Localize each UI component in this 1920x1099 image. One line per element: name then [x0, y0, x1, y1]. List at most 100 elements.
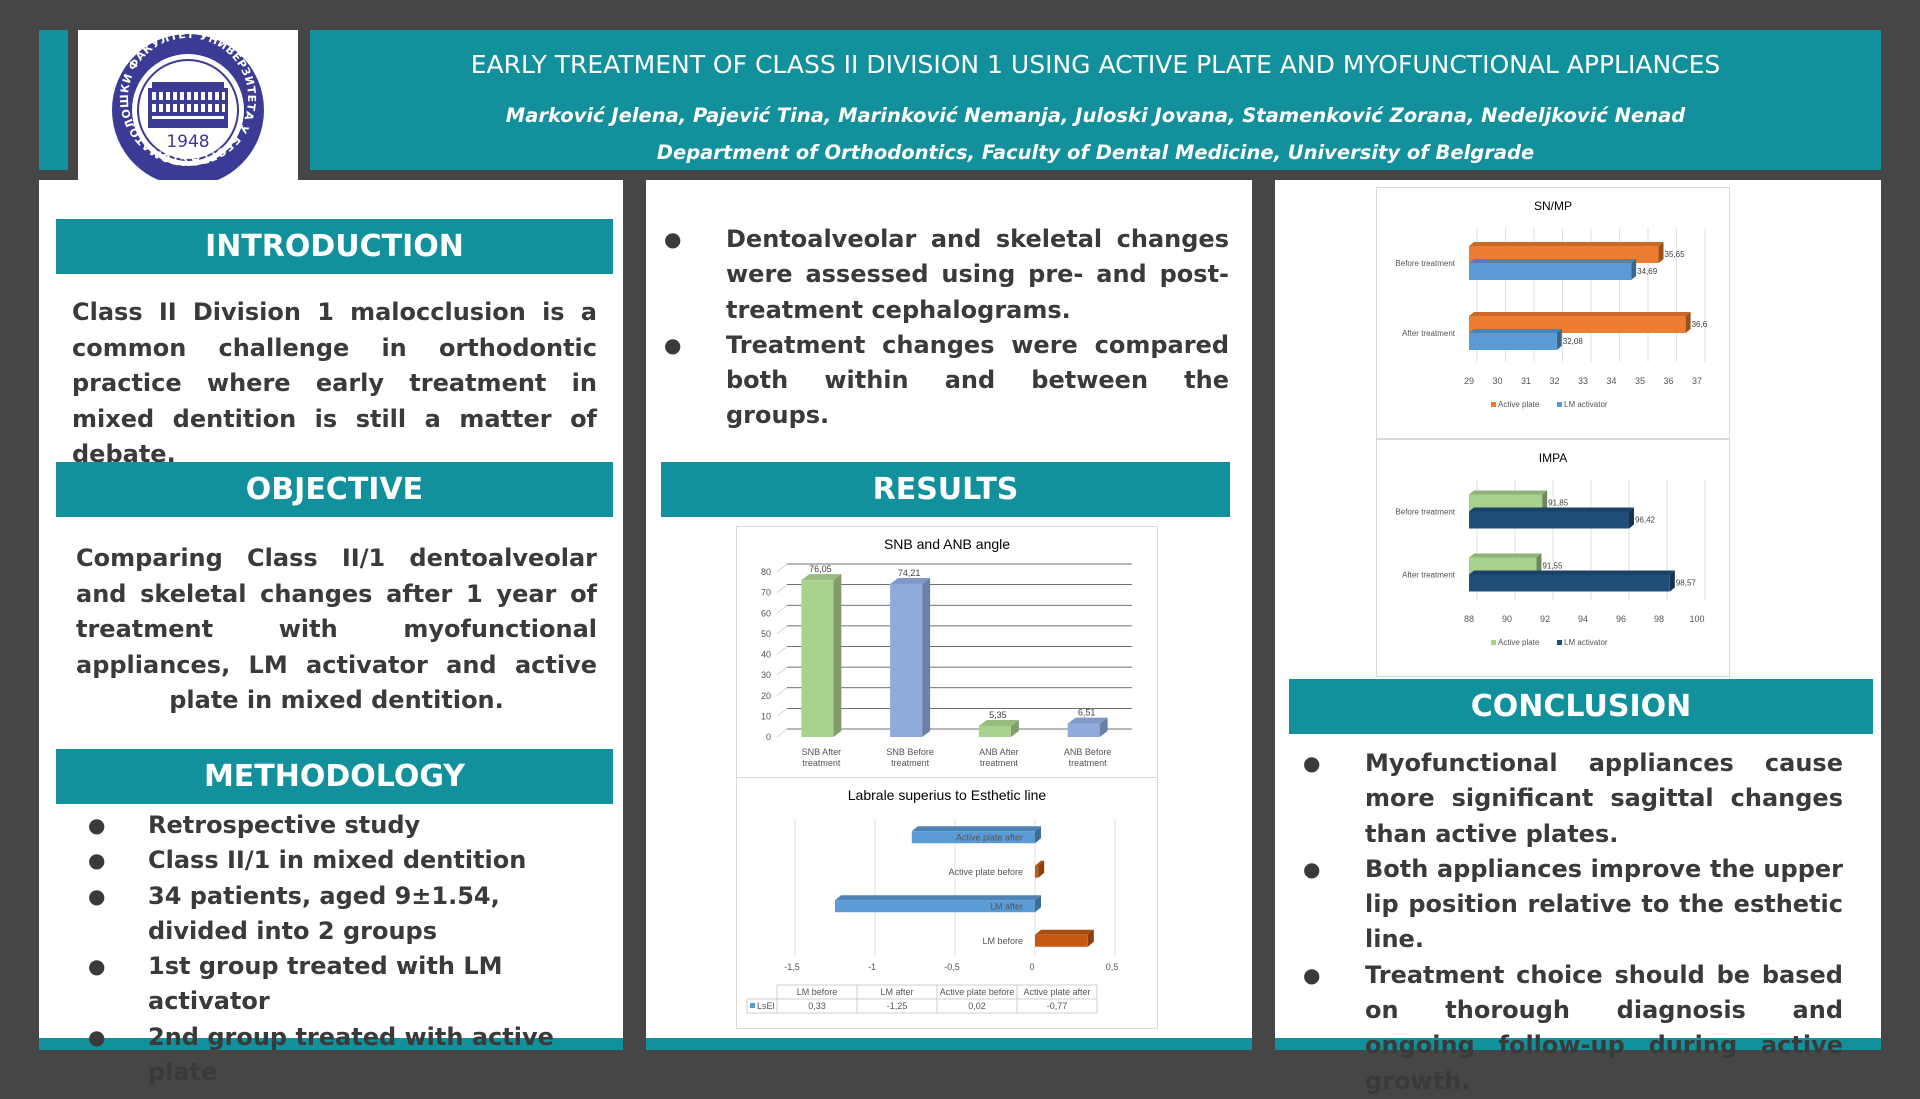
table-header: LM after: [880, 987, 913, 997]
data-label: 35,65: [1665, 250, 1686, 259]
gridline-depth: [776, 625, 788, 635]
y-tick-label: Before treatment: [1395, 508, 1455, 517]
bar-top: [1469, 312, 1691, 316]
bar-top: [1469, 329, 1562, 333]
data-label: 34,69: [1637, 267, 1658, 276]
gridline-depth: [776, 605, 788, 614]
bar: [1035, 934, 1088, 947]
bullet-icon: ●: [1303, 962, 1321, 987]
legend-label: Active plate: [1498, 400, 1540, 409]
gridline-depth: [776, 666, 788, 676]
x-tick-label: 34: [1606, 376, 1616, 386]
bullet-icon: ●: [664, 332, 682, 357]
gridline-depth: [776, 728, 788, 738]
y-tick-label: After treatment: [1402, 571, 1456, 580]
bar-side: [1035, 826, 1041, 844]
introduction-text: Class II Division 1 malocclusion is a co…: [72, 298, 597, 468]
column-middle-footer: [646, 1038, 1252, 1050]
table-row-label: LsEl: [757, 1001, 775, 1011]
data-label: 91,85: [1548, 499, 1569, 508]
x-tick-label: 90: [1502, 614, 1512, 624]
legend-key: [1491, 402, 1496, 407]
legend-label: LM activator: [1564, 638, 1608, 647]
gridline-depth: [776, 646, 788, 655]
gridline-depth: [776, 708, 788, 717]
gridline-depth: [776, 584, 788, 593]
y-tick-label: 10: [761, 711, 771, 721]
bar-side: [1035, 895, 1041, 913]
bullet-icon: ●: [1303, 751, 1321, 775]
conclusion-list: ● Myofunctional appliances cause more sig…: [1303, 746, 1843, 1099]
x-tick-label: 0,5: [1106, 962, 1119, 972]
x-tick-label: 32: [1549, 376, 1559, 386]
bar-top: [978, 719, 1019, 726]
x-tick-label: treatment: [802, 758, 841, 768]
data-label: 96,42: [1635, 516, 1656, 525]
snb-anb-chart-svg: SNB and ANB angle 0 10 20 30 40 50 60 70 80 76,05 S…: [761, 536, 1132, 768]
y-tick-label: After treatment: [1402, 329, 1456, 338]
bullet-icon: ●: [88, 848, 106, 873]
x-tick-label: 37: [1692, 376, 1702, 386]
results-heading: RESULTS: [661, 462, 1230, 517]
x-tick-label: treatment: [980, 758, 1019, 768]
x-tick-label: 31: [1521, 376, 1531, 386]
bar-top: [801, 574, 842, 581]
bar-side: [1658, 242, 1664, 263]
legend-key: [750, 1003, 755, 1008]
list-item: ● 34 patients, aged 9±1.54, divided into …: [88, 879, 608, 950]
author-list: Marković Jelena, Pajević Tina, Marinkovi…: [505, 104, 1686, 127]
bar-side: [1010, 719, 1019, 737]
data-label: 32,08: [1563, 337, 1584, 346]
impa-chart-svg: IMPA 88 90 92 94 96 98 100 Before treatment 91,85…: [1395, 451, 1706, 647]
x-tick-label: 29: [1464, 376, 1474, 386]
x-tick-label: SNB After: [802, 747, 842, 757]
objective-heading: OBJECTIVE: [56, 462, 613, 517]
bar-side: [1542, 490, 1548, 512]
y-tick-label: 60: [761, 608, 771, 618]
university-logo: СТОМАТОЛОШКИ ФАКУЛТЕТ УНИВЕРЗИТЕТА У БЕО…: [73, 20, 266, 188]
bullet-icon: ●: [1303, 856, 1321, 881]
x-tick-label: -1: [868, 962, 876, 972]
x-tick-label: 33: [1578, 376, 1588, 386]
bar-top: [890, 577, 931, 584]
chart-title: IMPA: [1539, 451, 1567, 465]
bar-side: [1685, 312, 1691, 333]
bar: [1469, 574, 1670, 592]
conclusion-heading: CONCLUSION: [1289, 679, 1873, 734]
table-header: Active plate before: [940, 987, 1015, 997]
header-banner: EARLY TREATMENT OF CLASS II DIVISION 1 U…: [310, 30, 1881, 170]
bar-side: [1038, 860, 1045, 878]
bar: [1035, 865, 1039, 878]
bar-top: [1469, 507, 1634, 512]
bar: [890, 583, 923, 737]
sn-mp-chart: SN/MP 29 30 31 32 33 34 35 36 37 Before treatment 3…: [1376, 187, 1730, 439]
bullet-icon: ●: [664, 227, 682, 251]
y-tick-label: Active plate after: [956, 832, 1023, 842]
x-tick-label: 88: [1464, 614, 1474, 624]
bar-top: [1469, 242, 1664, 246]
legend-label: Active plate: [1498, 638, 1540, 647]
list-item: ● Class II/1 in mixed dentition: [88, 843, 608, 878]
x-tick-label: 100: [1689, 614, 1704, 624]
x-tick-label: -0,5: [944, 962, 960, 972]
logo-year: 1948: [166, 132, 209, 152]
bar: [1469, 333, 1557, 350]
list-item: ● 1st group treated with LM activator: [88, 949, 608, 1020]
bar-top: [1469, 570, 1675, 575]
bar-top: [1035, 860, 1045, 866]
data-label: 5,35: [989, 710, 1007, 720]
y-tick-label: Active plate before: [948, 867, 1023, 877]
y-tick-label: 40: [761, 650, 771, 660]
chart-title: SNB and ANB angle: [884, 536, 1010, 552]
bar: [911, 831, 1035, 844]
x-tick-label: 36: [1663, 376, 1673, 386]
data-label: 6,51: [1078, 708, 1096, 718]
data-label: 98,57: [1676, 579, 1697, 588]
bar-top: [1469, 259, 1637, 263]
sn-mp-chart-svg: SN/MP 29 30 31 32 33 34 35 36 37 Before treatment 3…: [1395, 199, 1707, 409]
labrale-chart: Labrale superius to Esthetic line -1,5 -1 -…: [736, 777, 1158, 1029]
chart-title: SN/MP: [1534, 199, 1572, 213]
poster-title: EARLY TREATMENT OF CLASS II DIVISION 1 U…: [470, 50, 1721, 79]
header-left-strip: [39, 30, 68, 170]
bar-side: [1556, 329, 1562, 350]
